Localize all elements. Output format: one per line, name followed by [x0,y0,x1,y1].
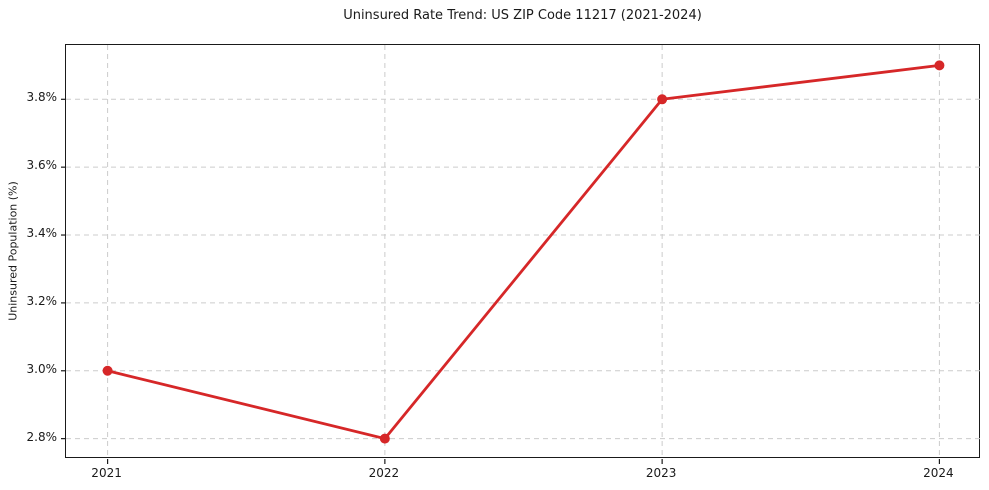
x-tick-label: 2021 [91,466,122,480]
plot-canvas [61,45,981,464]
y-tick-label: 3.4% [26,226,58,241]
y-tick-label: 2.8% [26,429,58,444]
data-point-marker [102,365,113,376]
x-tick-label: 2024 [923,466,954,480]
y-tick-label: 3.8% [26,90,58,105]
y-tick-label: 3.2% [26,293,58,308]
x-tick-label: 2023 [645,466,677,480]
chart-title: Uninsured Rate Trend: US ZIP Code 11217 … [343,8,702,23]
y-tick-label: 3.6% [26,158,58,173]
data-point-marker [934,60,945,71]
data-point-marker [657,94,668,105]
y-tick-label: 3.0% [26,361,58,376]
series-line [106,63,941,441]
x-tick-label: 2022 [368,466,400,480]
data-point-marker [379,433,390,444]
plot-area [61,44,981,464]
